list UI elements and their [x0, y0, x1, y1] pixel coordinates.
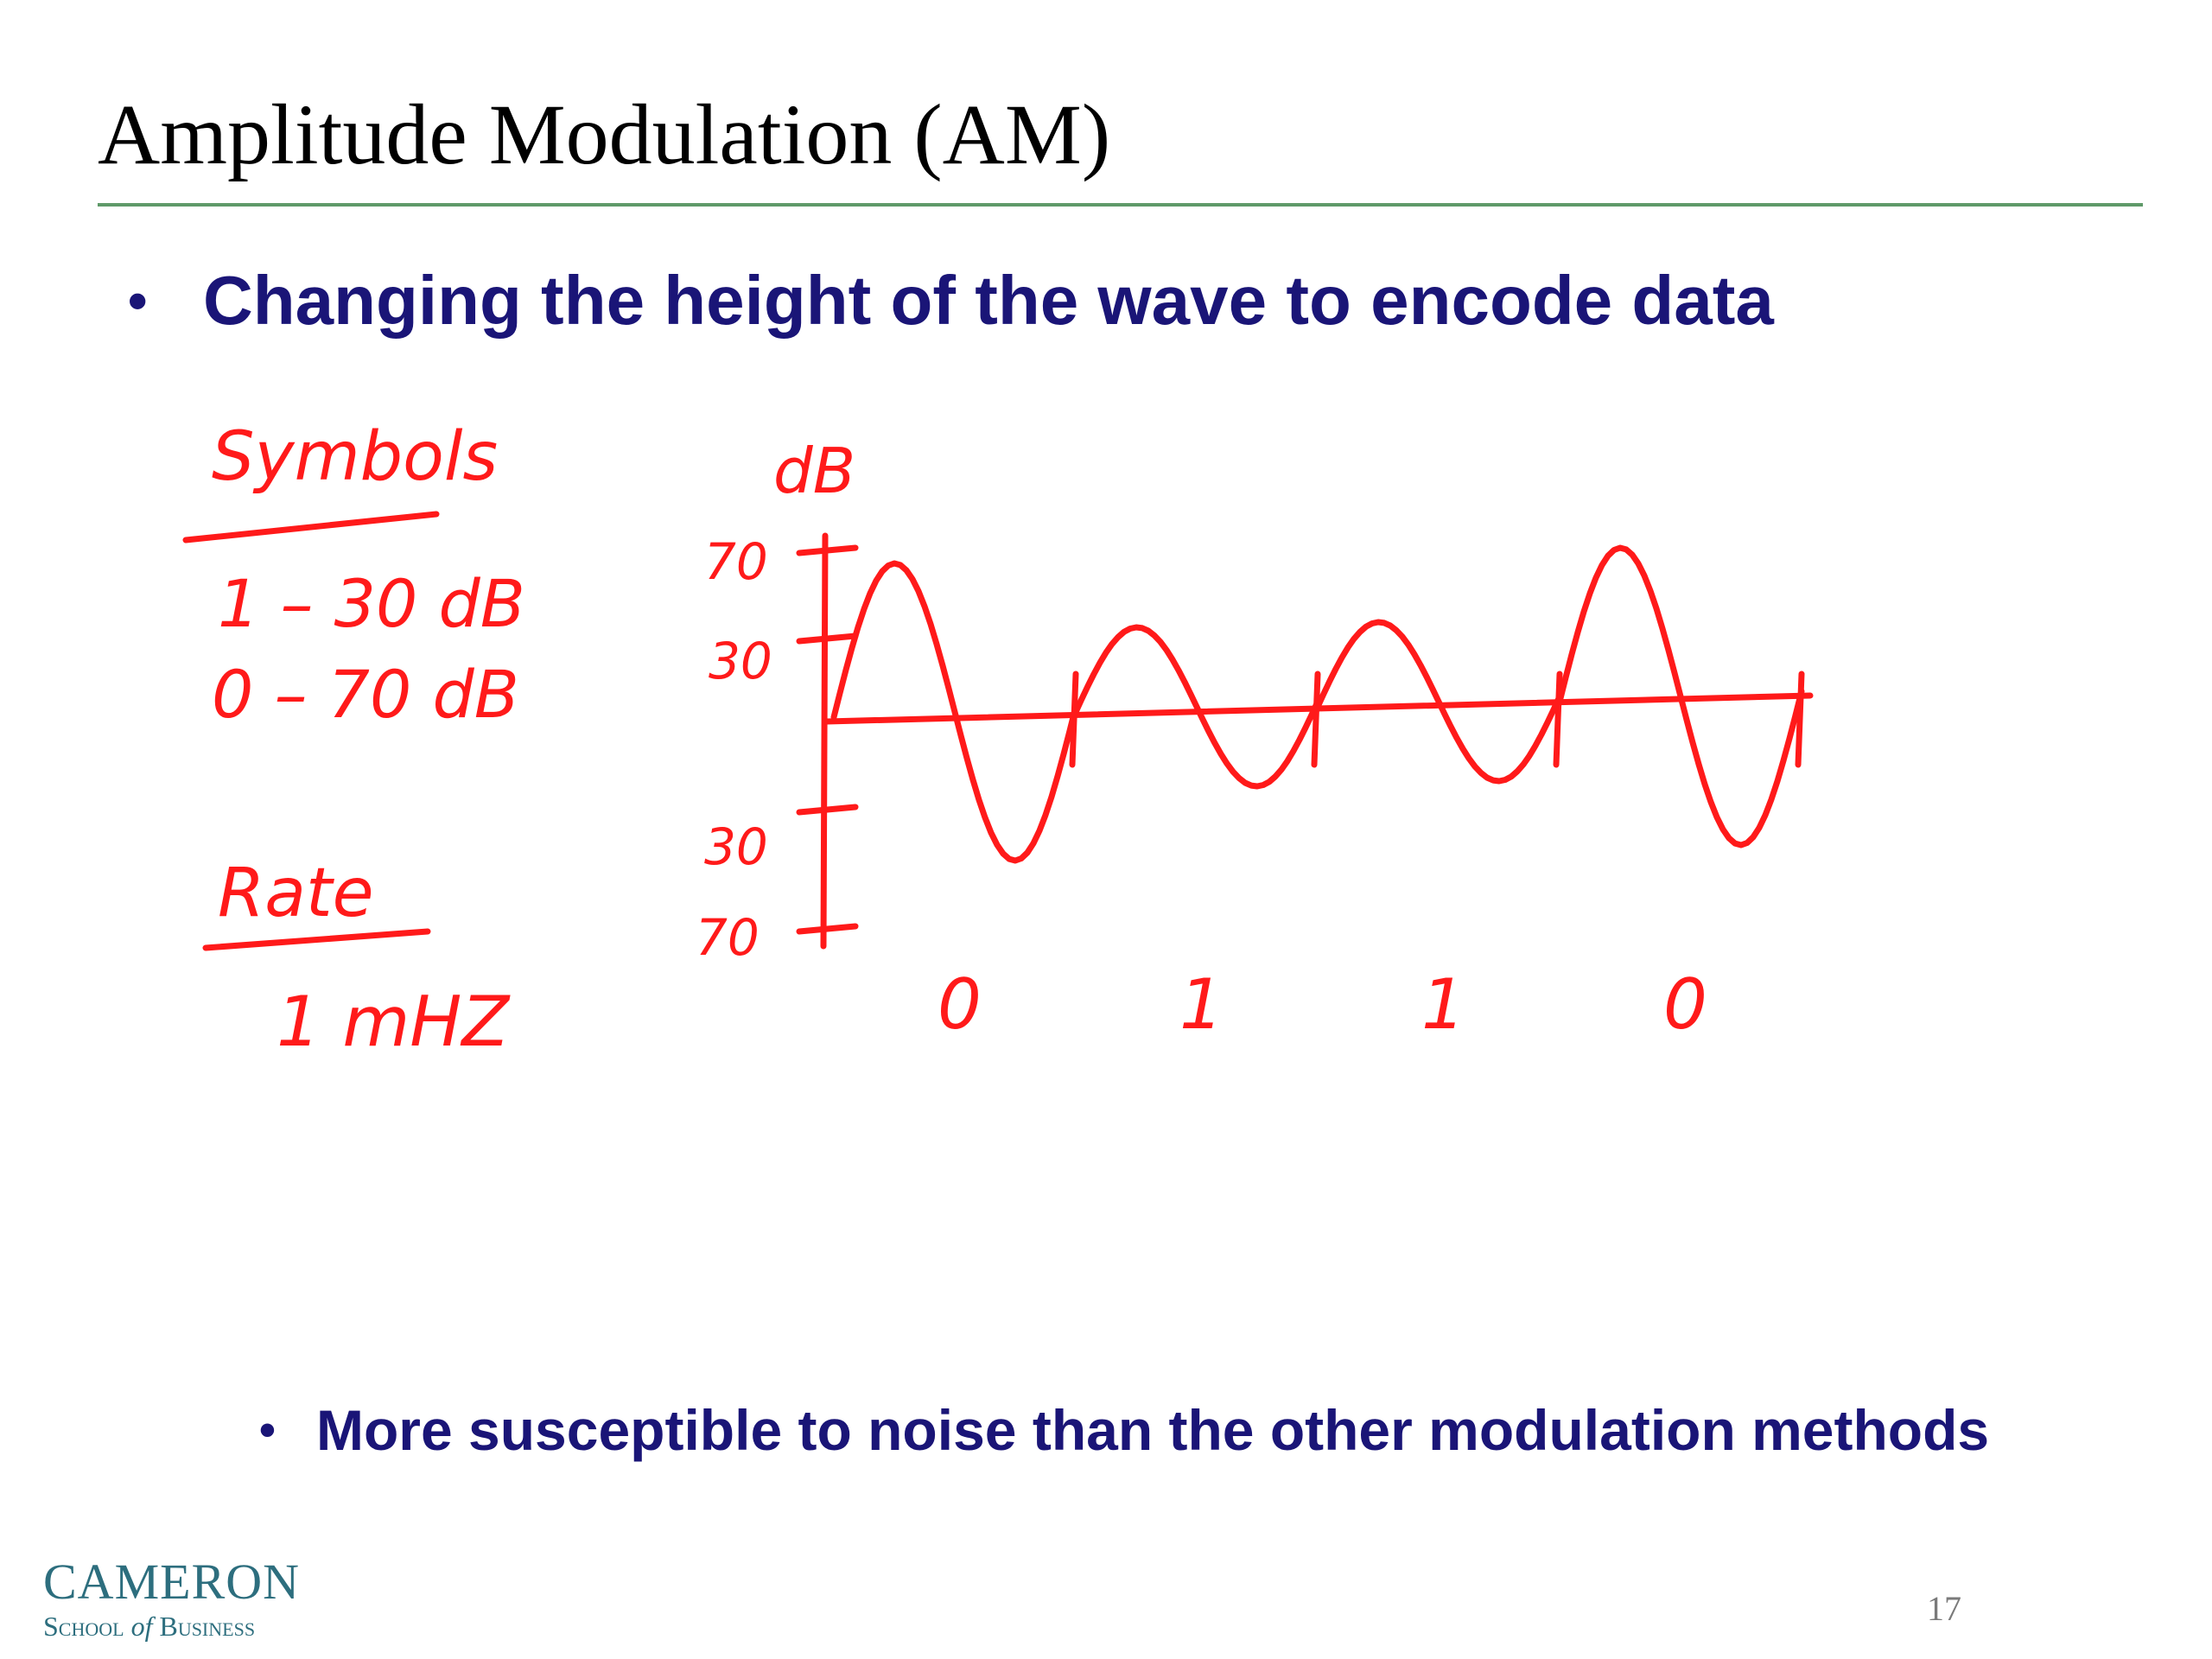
- y-tick-lower-70: [796, 923, 859, 935]
- symbol-row-2: 0 – 70 dB: [212, 656, 519, 733]
- wave-symbol-4: [1556, 544, 1805, 849]
- symbol-label-1: 0: [938, 964, 982, 1045]
- wave-symbol-2: [1072, 624, 1321, 790]
- y-tick-label-upper-70: 70: [704, 532, 768, 591]
- logo-main-text: CAMERON: [43, 1554, 301, 1610]
- bullet-text: Changing the height of the wave to encod…: [203, 262, 1774, 339]
- y-tick-label-lower-70: 70: [696, 908, 760, 967]
- rate-heading: Rate: [218, 855, 374, 932]
- symbol-label-4: 0: [1663, 964, 1707, 1045]
- rate-value: 1 mHZ: [276, 982, 511, 1062]
- rate-underline: [202, 928, 431, 951]
- y-tick-label-upper-30: 30: [709, 632, 772, 690]
- logo-sub-text: School of Business: [43, 1611, 256, 1642]
- slide-title: Amplitude Modulation (AM): [98, 86, 1111, 182]
- cameron-logo: CAMERON School of Business: [43, 1555, 300, 1643]
- bullet-text: More susceptible to noise than the other…: [316, 1398, 1990, 1462]
- y-axis-label: dB: [773, 435, 855, 507]
- symbol-label-2: 1: [1179, 964, 1224, 1045]
- symbols-underline: [182, 511, 440, 543]
- wave-chart: 0 1 1 0: [796, 532, 1814, 1045]
- symbol-boundary-tick-1: [1069, 671, 1079, 768]
- title-divider: [98, 203, 2143, 207]
- symbols-heading: Symbols: [212, 418, 498, 496]
- y-tick-lower-30: [796, 804, 859, 816]
- bullet-dot-icon: •: [259, 1404, 276, 1456]
- wave-symbol-3: [1314, 619, 1563, 785]
- symbol-boundary-tick-4: [1795, 671, 1805, 768]
- y-tick-label-lower-30: 30: [704, 817, 768, 876]
- y-tick-upper-70: [796, 544, 859, 556]
- bullet-dot-icon: •: [128, 270, 148, 332]
- wave-symbol-1: [830, 560, 1079, 864]
- symbol-boundary-tick-3: [1553, 671, 1563, 768]
- symbol-row-1: 1 – 30 dB: [218, 565, 525, 642]
- y-tick-upper-30: [796, 632, 859, 645]
- symbol-label-3: 1: [1421, 964, 1465, 1045]
- symbol-boundary-tick-2: [1311, 671, 1321, 768]
- page-number: 17: [1927, 1589, 1961, 1628]
- y-axis: [820, 532, 829, 950]
